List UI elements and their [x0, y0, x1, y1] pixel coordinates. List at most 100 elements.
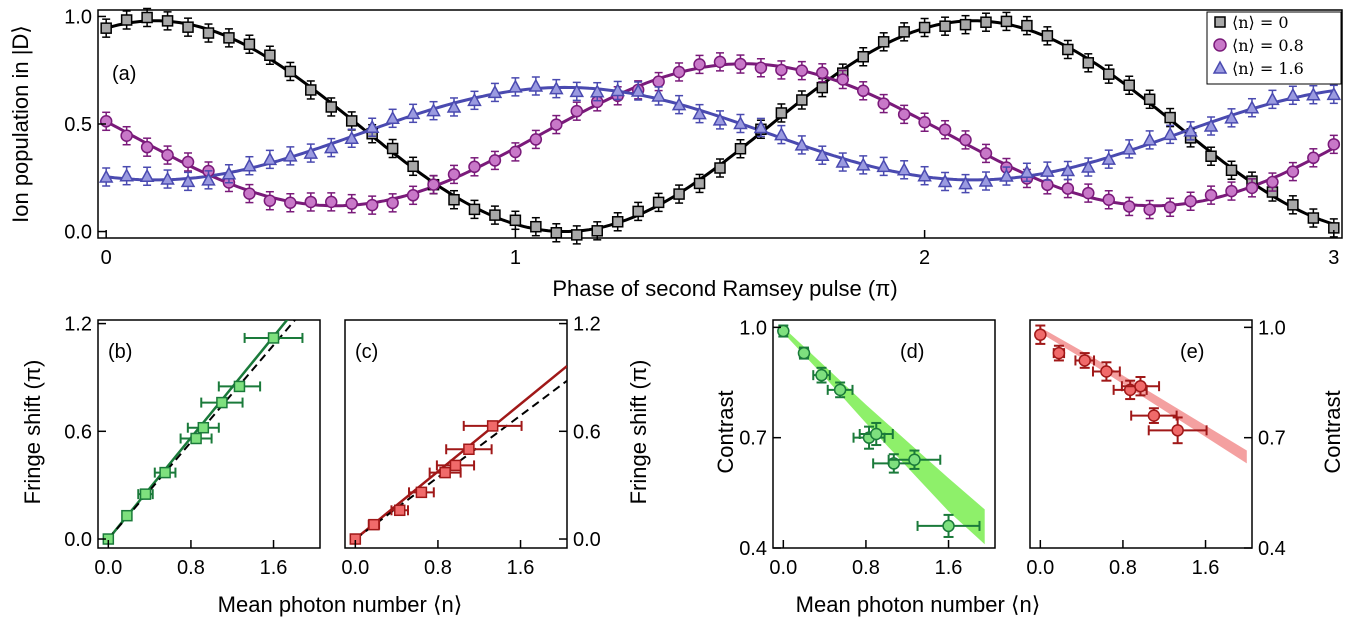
- marker-triangle: [139, 168, 155, 182]
- marker-triangle: [1306, 87, 1321, 101]
- data-point: [550, 114, 563, 135]
- marker-square: [121, 509, 133, 522]
- data-point: [550, 223, 563, 243]
- data-point: [775, 103, 788, 123]
- marker-circle: [1134, 379, 1147, 393]
- x-tick-label: 1.6: [935, 557, 963, 579]
- marker-square: [939, 20, 951, 32]
- marker-triangle: [610, 82, 625, 97]
- marker-triangle: [1326, 86, 1342, 101]
- marker-circle: [833, 383, 847, 397]
- data-point: [153, 466, 177, 479]
- panel-b-ylabel: Fringe shift (π): [20, 360, 45, 505]
- marker-circle: [1143, 203, 1156, 216]
- legend-marker-n08: [1213, 38, 1227, 52]
- marker-triangle: [1121, 141, 1137, 155]
- marker-triangle: [958, 176, 973, 190]
- data-point: [571, 225, 583, 245]
- marker-triangle: [1203, 118, 1219, 132]
- marker-triangle: [1224, 110, 1239, 124]
- data-point: [734, 54, 747, 74]
- data-point: [916, 513, 981, 538]
- marker-circle: [754, 61, 768, 74]
- marker-circle: [406, 189, 420, 202]
- data-point: [1225, 160, 1238, 181]
- panel-frame: [97, 319, 321, 549]
- panel-a-xlabel: Phase of second Ramsey pulse (π): [552, 276, 897, 301]
- marker-square: [386, 142, 399, 155]
- marker-circle: [1078, 354, 1091, 367]
- y-tick-label: 0.0: [64, 222, 92, 244]
- marker-square: [571, 229, 583, 241]
- data-point: [468, 199, 481, 220]
- data-point: [119, 165, 134, 186]
- x-tick-label: 0: [101, 247, 112, 269]
- marker-circle: [942, 519, 955, 533]
- data-point: [754, 57, 768, 78]
- data-point: [632, 201, 644, 222]
- marker-triangle: [569, 83, 585, 98]
- data-point: [447, 164, 461, 185]
- marker-triangle: [794, 137, 810, 151]
- x-tick-label: 1.6: [260, 557, 288, 579]
- x-tick-label: 0.8: [424, 557, 452, 579]
- data-point: [1021, 15, 1033, 36]
- marker-circle: [870, 427, 883, 441]
- panel-a-label: (a): [112, 63, 136, 85]
- data-point: [979, 143, 993, 164]
- marker-square: [509, 214, 522, 227]
- x-tick-label: 0.8: [852, 557, 880, 579]
- panel-d-label: (d): [900, 341, 924, 363]
- data-point: [980, 12, 992, 32]
- data-point: [325, 192, 338, 212]
- marker-circle: [427, 178, 440, 191]
- data-point: [1123, 75, 1135, 95]
- data-point: [1307, 208, 1320, 228]
- data-point: [1285, 85, 1301, 106]
- marker-square: [284, 65, 297, 78]
- data-point: [795, 60, 809, 81]
- data-point: [304, 192, 318, 212]
- marker-square: [449, 459, 462, 472]
- marker-circle: [509, 145, 522, 159]
- marker-circle: [1171, 424, 1184, 437]
- panel-c-ylabel: Fringe shift (π): [626, 360, 651, 505]
- marker-triangle: [385, 110, 400, 125]
- marker-circle: [1100, 365, 1113, 378]
- data-point: [797, 346, 811, 360]
- marker-square: [448, 193, 460, 206]
- marker-triangle: [446, 99, 462, 113]
- data-point: [217, 380, 262, 393]
- marker-square: [530, 220, 542, 233]
- marker-square: [877, 36, 890, 48]
- data-point: [1307, 148, 1320, 168]
- y-tick-label: 1.0: [1258, 317, 1286, 339]
- marker-square: [463, 443, 475, 456]
- data-point: [385, 108, 400, 129]
- marker-triangle: [364, 119, 380, 133]
- data-point: [1286, 161, 1300, 182]
- panel-frame: [772, 319, 996, 549]
- data-point: [857, 46, 869, 67]
- data-point: [1265, 89, 1280, 110]
- data-point: [1000, 11, 1013, 32]
- data-point: [201, 170, 216, 190]
- marker-circle: [488, 154, 502, 167]
- data-point: [1040, 161, 1055, 181]
- data-point: [898, 22, 910, 42]
- marker-triangle: [119, 168, 134, 182]
- marker-square: [734, 142, 747, 155]
- marker-circle: [304, 195, 318, 209]
- marker-circle: [1225, 184, 1238, 198]
- marker-square: [489, 209, 501, 221]
- data-point: [917, 165, 932, 186]
- data-point: [1225, 181, 1238, 201]
- marker-circle: [365, 198, 379, 212]
- marker-triangle: [978, 173, 994, 187]
- data-point: [939, 16, 951, 36]
- data-point: [713, 52, 727, 72]
- x-tick-label: 0.0: [94, 557, 122, 579]
- marker-triangle: [323, 140, 339, 154]
- marker-circle: [447, 168, 461, 181]
- x-tick-label: 1.6: [1192, 557, 1220, 579]
